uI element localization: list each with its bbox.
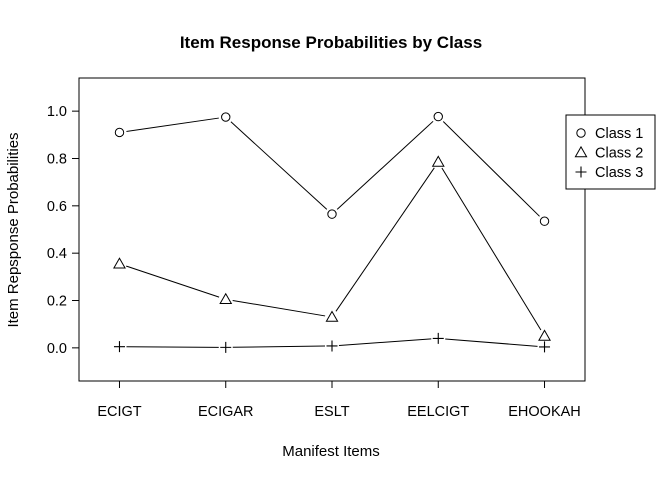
series-line-segment — [230, 121, 328, 210]
series-class-1 — [114, 111, 550, 226]
plot-area-frame — [78, 77, 586, 382]
series-line-segment — [445, 338, 538, 347]
x-tick-label: EELCIGT — [407, 404, 469, 420]
series-line-segment — [125, 265, 220, 298]
series-line-segment — [335, 167, 435, 312]
legend-item-label: Class 1 — [595, 126, 643, 142]
x-tick-label: EHOOKAH — [508, 404, 581, 420]
triangle-point — [538, 329, 551, 341]
circle-point — [433, 111, 443, 122]
plus-point — [113, 341, 125, 353]
plus-point — [326, 340, 338, 352]
y-axis-label: Item Repsponse Probabilities — [5, 132, 22, 327]
series-line-segment — [336, 120, 434, 210]
y-tick-label: 0.2 — [47, 294, 67, 310]
circle-point — [327, 209, 337, 219]
triangle-point — [219, 292, 233, 305]
series-class-3 — [113, 332, 551, 353]
series-line-segment — [442, 121, 540, 217]
triangle-point — [325, 310, 339, 322]
legend: Class 1 Class 2 Class 3 — [565, 114, 656, 190]
x-axis: ECIGT ECIGAR ESLT EELCIGT EHOOKAH — [97, 381, 581, 420]
plus-point — [539, 341, 551, 353]
series-line-segment — [232, 345, 326, 348]
y-tick-label: 0.8 — [47, 151, 67, 167]
triangle-point — [431, 155, 445, 167]
y-tick-label: 0.4 — [47, 246, 67, 262]
series-class-2 — [113, 155, 551, 341]
x-tick-label: ECIGT — [97, 404, 141, 420]
circle-point — [539, 216, 550, 226]
legend-item-label: Class 3 — [595, 165, 643, 181]
y-axis: 0.0 0.2 0.4 0.6 0.8 1.0 — [47, 104, 79, 357]
series-line-segment — [126, 346, 219, 348]
series-line-segment — [338, 338, 432, 346]
triangle-point — [113, 257, 126, 269]
legend-plus-icon — [575, 166, 587, 178]
chart-title: Item Response Probabilities by Class — [180, 33, 482, 52]
y-tick-label: 0.6 — [47, 199, 67, 215]
series-line-segment — [232, 299, 326, 317]
x-axis-label: Manifest Items — [282, 443, 380, 460]
circle-point — [114, 127, 125, 138]
circle-point — [221, 112, 231, 122]
x-tick-label: ECIGAR — [198, 404, 254, 420]
series-line-segment — [126, 117, 219, 132]
plus-point — [220, 341, 232, 353]
plus-point — [432, 332, 444, 344]
y-tick-label: 0.0 — [47, 341, 67, 357]
series-layer — [113, 111, 551, 353]
legend-item-label: Class 2 — [595, 146, 643, 162]
series-line-segment — [441, 167, 542, 331]
x-tick-label: ESLT — [314, 404, 349, 420]
legend-circle-icon — [576, 128, 586, 138]
y-tick-label: 1.0 — [47, 104, 67, 120]
legend-triangle-icon — [574, 145, 588, 158]
